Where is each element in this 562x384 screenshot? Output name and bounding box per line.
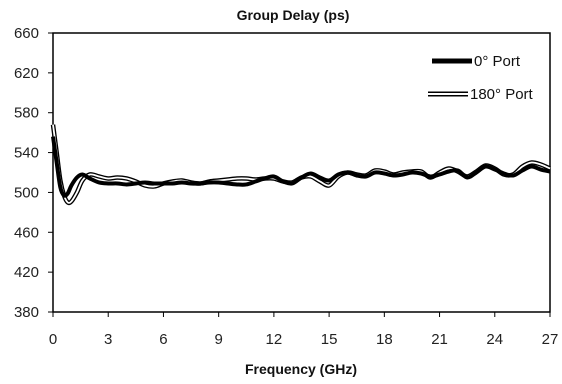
x-tick-label: 12 bbox=[266, 331, 283, 348]
x-axis-title: Frequency (GHz) bbox=[245, 361, 357, 377]
x-tick-label: 9 bbox=[214, 331, 222, 348]
y-tick-label: 620 bbox=[14, 65, 39, 82]
x-tick-label: 3 bbox=[104, 331, 112, 348]
y-tick-label: 540 bbox=[14, 145, 39, 162]
y-tick-label: 660 bbox=[14, 25, 39, 42]
y-axis-ticks: 380 420 460 500 540 580 620 660 bbox=[14, 25, 53, 321]
y-tick-label: 580 bbox=[14, 105, 39, 122]
y-tick-label: 380 bbox=[14, 304, 39, 321]
x-tick-label: 0 bbox=[49, 331, 57, 348]
x-tick-label: 6 bbox=[159, 331, 167, 348]
x-tick-label: 21 bbox=[431, 331, 448, 348]
series-layer bbox=[50, 124, 551, 206]
x-axis-ticks: 0 3 6 9 12 15 18 21 24 27 bbox=[49, 312, 559, 348]
x-tick-label: 18 bbox=[376, 331, 393, 348]
y-tick-label: 420 bbox=[14, 264, 39, 281]
x-tick-label: 24 bbox=[486, 331, 503, 348]
plot-area-frame bbox=[52, 32, 551, 313]
y-tick-label: 500 bbox=[14, 184, 39, 201]
x-tick-label: 15 bbox=[321, 331, 338, 348]
y-tick-label: 460 bbox=[14, 224, 39, 241]
series-180-port-line-inner bbox=[52, 124, 551, 204]
legend-label-0-port: 0° Port bbox=[474, 53, 521, 70]
series-180-port-line-outer bbox=[50, 124, 551, 206]
series-0-port-line bbox=[51, 136, 551, 198]
legend: 0° Port 180° Port bbox=[428, 53, 534, 103]
legend-label-180-port: 180° Port bbox=[470, 86, 534, 103]
chart-title: Group Delay (ps) bbox=[237, 7, 350, 23]
x-tick-label: 27 bbox=[542, 331, 559, 348]
